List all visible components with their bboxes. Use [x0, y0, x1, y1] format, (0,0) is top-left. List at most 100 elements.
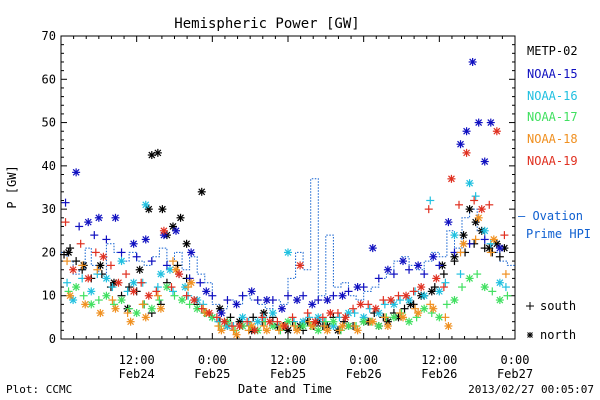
data-point-north: [450, 231, 459, 240]
data-point-south: [501, 283, 510, 292]
data-point-north: [238, 313, 247, 322]
data-point-north: [353, 326, 362, 335]
data-point-north: [399, 313, 408, 322]
data-point-north: [111, 304, 120, 313]
legend-item-metp-02: METP-02: [527, 44, 578, 58]
data-point-south: [288, 313, 297, 322]
data-point-north: [102, 291, 111, 300]
data-point-north: [99, 252, 108, 261]
data-point-south: [61, 198, 70, 207]
data-point-north: [187, 248, 196, 257]
data-point-south: [147, 257, 156, 266]
data-point-north: [477, 205, 486, 214]
data-point-north: [465, 205, 474, 214]
x-tick-label-date: Feb25: [194, 367, 230, 381]
data-point-north: [427, 287, 436, 296]
data-point-south: [228, 322, 237, 331]
data-point-south: [456, 248, 465, 257]
data-point-north: [420, 291, 429, 300]
data-point-north: [486, 118, 495, 127]
data-point-north: [356, 300, 365, 309]
data-point-north: [129, 239, 138, 248]
data-point-south: [253, 296, 262, 305]
data-point-north: [284, 317, 292, 326]
data-point-south: [456, 270, 465, 279]
data-point-south: [501, 270, 510, 279]
data-point-south: [153, 291, 162, 300]
data-point-south: [318, 313, 327, 322]
legend-item-ovation-line2: Prime HPI: [526, 227, 591, 241]
data-point-south: [168, 287, 177, 296]
data-point-north: [429, 252, 438, 261]
data-point-north: [308, 322, 317, 331]
data-point-south: [350, 322, 359, 331]
data-point-north: [447, 174, 456, 183]
data-point-north: [450, 252, 459, 261]
data-point-south: [125, 283, 134, 292]
data-point-south: [184, 283, 193, 292]
y-tick-label: 20: [42, 245, 56, 259]
data-point-south: [314, 296, 323, 305]
data-point-south: [344, 287, 353, 296]
data-point-north: [386, 296, 395, 305]
data-point-north: [492, 127, 501, 136]
data-point-south: [91, 248, 100, 257]
data-point-south: [458, 283, 467, 292]
data-point-south: [138, 300, 147, 309]
data-point-north: [374, 322, 383, 331]
data-point-south: [238, 291, 247, 300]
data-point-south: [409, 287, 418, 296]
data-point-south: [79, 291, 88, 300]
data-point-north: [156, 270, 165, 279]
x-tick-label-time: 12:00: [270, 353, 306, 367]
data-point-north: [489, 235, 498, 244]
y-tick-label: 50: [42, 116, 56, 130]
data-point-north: [465, 274, 474, 283]
data-point-north: [64, 248, 73, 257]
data-point-north: [117, 296, 126, 305]
data-point-north: [69, 265, 78, 274]
data-point-south: [503, 291, 512, 300]
chart-title: Hemispheric Power [GW]: [174, 16, 359, 32]
data-point-south: [284, 291, 292, 300]
data-point-north: [205, 309, 214, 318]
legend-item-noaa-16: NOAA-16: [527, 89, 578, 103]
data-point-north: [132, 309, 141, 318]
data-point-north: [217, 309, 226, 318]
legend-south-label: south: [540, 299, 576, 313]
data-point-south: [168, 257, 177, 266]
y-tick-label: 30: [42, 202, 56, 216]
data-point-north: [402, 291, 411, 300]
data-point-north: [417, 283, 426, 292]
data-point-south: [395, 296, 404, 305]
data-point-north: [338, 291, 347, 300]
data-point-north: [371, 304, 380, 313]
y-tick-label: 60: [42, 72, 56, 86]
data-point-south: [214, 322, 223, 331]
data-point-north: [247, 322, 256, 331]
data-point-north: [268, 322, 277, 331]
y-tick-label: 0: [49, 332, 56, 346]
data-point-north: [495, 278, 504, 287]
x-tick-label-date: Feb26: [346, 367, 382, 381]
data-point-north: [389, 300, 398, 309]
data-point-north: [102, 274, 111, 283]
data-point-north: [280, 322, 289, 331]
data-point-north: [284, 248, 292, 257]
data-point-south: [108, 296, 117, 305]
x-axis-label: Date and Time: [238, 382, 332, 396]
data-point-south: [258, 313, 267, 322]
data-point-south: [208, 291, 217, 300]
data-point-north: [474, 213, 483, 222]
data-point-north: [84, 274, 93, 283]
data-point-north: [265, 317, 274, 326]
data-point-north: [474, 118, 483, 127]
data-point-north: [144, 205, 153, 214]
data-point-south: [389, 270, 398, 279]
data-point-south: [394, 291, 403, 300]
data-point-north: [126, 317, 135, 326]
data-point-south: [223, 296, 232, 305]
data-point-north: [175, 270, 184, 279]
data-point-north: [147, 151, 156, 160]
data-point-north: [414, 309, 423, 318]
